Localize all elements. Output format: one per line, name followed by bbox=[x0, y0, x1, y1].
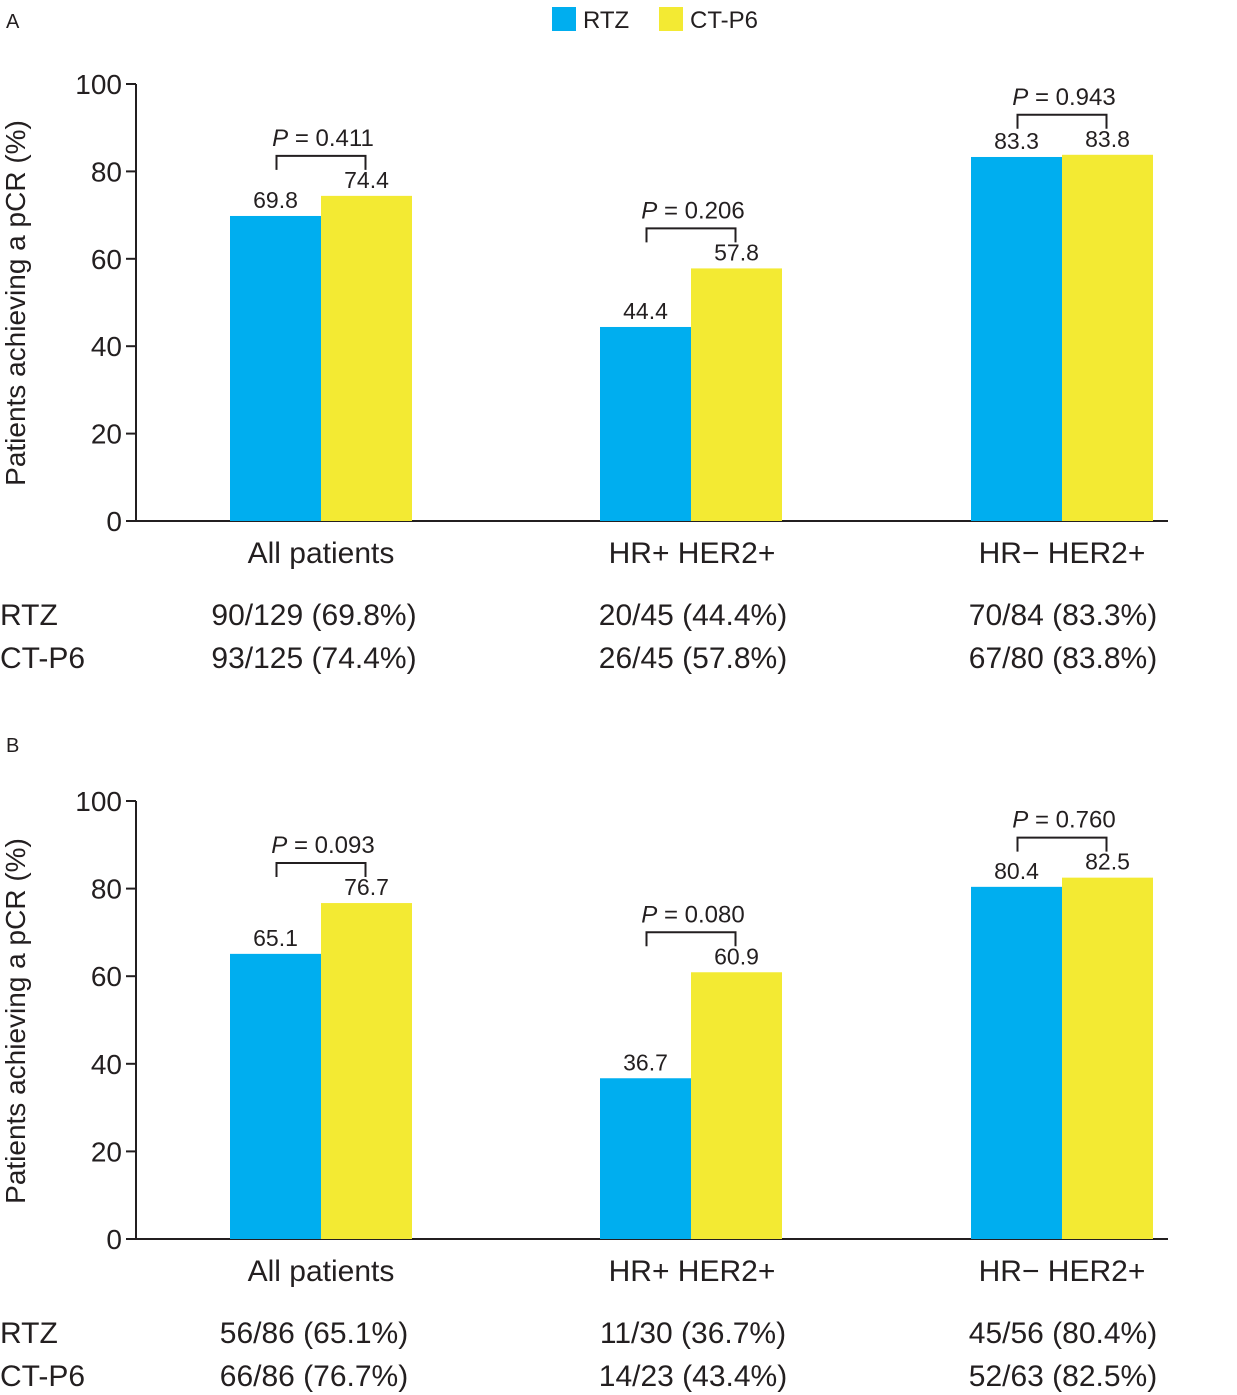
bar-rtz-hrpos-b bbox=[600, 1078, 691, 1239]
y-tick-label-b-0: 0 bbox=[106, 1224, 122, 1255]
y-tick-label-b-60: 60 bbox=[91, 961, 122, 992]
count-ctp6-hrpos-a: 26/45 (57.8%) bbox=[599, 642, 787, 675]
y-axis-label-a: Patients achieving a pCR (%) bbox=[0, 120, 31, 486]
p-value-all-b: P = 0.093 bbox=[271, 832, 374, 859]
count-ctp6-all-b: 66/86 (76.7%) bbox=[220, 1360, 408, 1393]
data-label-rtz-hrpos-a: 44.4 bbox=[623, 298, 668, 324]
chart-a: 0 20 40 60 80 100 69.8 74.4 P = 0.411 All patient… bbox=[75, 69, 1168, 570]
p-value-text-hrpos-a: = 0.206 bbox=[657, 197, 744, 224]
p-value-symbol-hrpos-a: P bbox=[641, 197, 657, 224]
count-rtz-hrneg-a: 70/84 (83.3%) bbox=[969, 599, 1157, 632]
data-label-rtz-all-b: 65.1 bbox=[253, 925, 298, 951]
p-value-symbol-all-b: P bbox=[271, 832, 287, 859]
data-label-rtz-hrneg-a: 83.3 bbox=[994, 128, 1039, 154]
data-label-ctp6-hrneg-b: 82.5 bbox=[1085, 849, 1130, 875]
table-row-label-ctp6-b: CT-P6 bbox=[0, 1360, 85, 1393]
bar-ctp6-hrpos-a bbox=[691, 268, 782, 521]
p-bracket-hrpos-a bbox=[645, 227, 737, 243]
p-bracket-hrneg-a bbox=[1016, 113, 1108, 129]
category-label-hrpos-a: HR+ HER2+ bbox=[609, 537, 776, 570]
count-rtz-all-b: 56/86 (65.1%) bbox=[220, 1317, 408, 1350]
y-tick-label-a-60: 60 bbox=[91, 244, 122, 275]
data-label-ctp6-hrpos-a: 57.8 bbox=[714, 239, 759, 265]
p-value-symbol-hrneg-b: P bbox=[1012, 807, 1028, 834]
table-row-label-ctp6-a: CT-P6 bbox=[0, 642, 85, 675]
p-value-symbol-hrneg-a: P bbox=[1012, 84, 1028, 111]
legend-label-rtz: RTZ bbox=[583, 7, 629, 34]
y-tick-label-b-40: 40 bbox=[91, 1049, 122, 1080]
y-tick-label-a-100: 100 bbox=[75, 69, 122, 100]
p-value-text-hrneg-b: = 0.760 bbox=[1028, 807, 1115, 834]
p-value-hrneg-a: P = 0.943 bbox=[1012, 84, 1115, 111]
category-label-hrneg-b: HR− HER2+ bbox=[979, 1255, 1146, 1288]
bar-ctp6-all-a bbox=[321, 195, 412, 521]
y-tick-label-a-0: 0 bbox=[106, 506, 122, 537]
p-bracket-hrneg-b bbox=[1016, 836, 1108, 852]
p-value-all-a: P = 0.411 bbox=[272, 125, 374, 152]
category-label-hrneg-a: HR− HER2+ bbox=[979, 537, 1146, 570]
count-ctp6-hrneg-a: 67/80 (83.8%) bbox=[969, 642, 1157, 675]
table-row-label-rtz-b: RTZ bbox=[0, 1317, 58, 1350]
p-value-hrpos-a: P = 0.206 bbox=[641, 197, 744, 224]
y-tick-label-b-80: 80 bbox=[91, 874, 122, 905]
y-axis-label-b: Patients achieving a pCR (%) bbox=[0, 838, 31, 1204]
p-value-text-hrpos-b: = 0.080 bbox=[657, 901, 744, 928]
p-value-symbol-all-a: P bbox=[272, 125, 288, 152]
count-rtz-hrneg-b: 45/56 (80.4%) bbox=[969, 1317, 1157, 1350]
bar-rtz-hrpos-a bbox=[600, 326, 691, 521]
y-tick-label-a-40: 40 bbox=[91, 331, 122, 362]
category-label-all-b: All patients bbox=[248, 1255, 395, 1288]
data-label-ctp6-all-a: 74.4 bbox=[344, 167, 389, 193]
bar-ctp6-hrneg-a bbox=[1062, 154, 1153, 521]
data-label-ctp6-hrpos-b: 60.9 bbox=[714, 943, 759, 969]
bar-rtz-all-a bbox=[230, 215, 321, 521]
p-bracket-hrpos-b bbox=[645, 931, 737, 947]
data-label-rtz-hrpos-b: 36.7 bbox=[623, 1049, 668, 1075]
bar-ctp6-all-b bbox=[321, 903, 412, 1239]
count-rtz-hrpos-b: 11/30 (36.7%) bbox=[600, 1317, 786, 1350]
count-ctp6-hrpos-b: 14/23 (43.4%) bbox=[599, 1360, 787, 1393]
count-ctp6-all-a: 93/125 (74.4%) bbox=[211, 642, 416, 675]
y-tick-label-b-100: 100 bbox=[75, 786, 122, 817]
p-value-symbol-hrpos-b: P bbox=[641, 901, 657, 928]
p-value-text-hrneg-a: = 0.943 bbox=[1028, 84, 1115, 111]
data-label-rtz-hrneg-b: 80.4 bbox=[994, 858, 1039, 884]
count-rtz-hrpos-a: 20/45 (44.4%) bbox=[599, 599, 787, 632]
p-value-hrneg-b: P = 0.760 bbox=[1012, 807, 1115, 834]
data-label-ctp6-all-b: 76.7 bbox=[344, 874, 389, 900]
legend-label-ctp6: CT-P6 bbox=[690, 7, 758, 34]
p-bracket-all-a bbox=[275, 154, 367, 170]
p-value-text-all-a: = 0.411 bbox=[288, 125, 374, 152]
p-value-text-all-b: = 0.093 bbox=[287, 832, 374, 859]
y-tick-label-a-80: 80 bbox=[91, 156, 122, 187]
panel-b: B Patients achieving a pCR (%) 0 20 40 60 80… bbox=[0, 735, 1168, 1393]
p-value-hrpos-b: P = 0.080 bbox=[641, 901, 744, 928]
panel-label-b: B bbox=[6, 735, 19, 757]
bar-ctp6-hrpos-b bbox=[691, 972, 782, 1239]
bar-rtz-hrneg-a bbox=[971, 156, 1062, 521]
bar-ctp6-hrneg-b bbox=[1062, 877, 1153, 1239]
table-row-label-rtz-a: RTZ bbox=[0, 599, 58, 632]
panel-a: A Patients achieving a pCR (%) 0 20 40 60 80… bbox=[0, 11, 1168, 675]
data-label-rtz-all-a: 69.8 bbox=[253, 187, 298, 213]
legend-swatch-rtz bbox=[552, 7, 576, 31]
p-bracket-all-b bbox=[275, 862, 367, 878]
chart-b: 0 20 40 60 80 100 65.1 76.7 P = 0.093 All patient… bbox=[75, 786, 1168, 1288]
y-tick-label-b-20: 20 bbox=[91, 1136, 122, 1167]
count-rtz-all-a: 90/129 (69.8%) bbox=[211, 599, 416, 632]
legend: RTZ CT-P6 bbox=[552, 7, 758, 34]
bar-rtz-hrneg-b bbox=[971, 886, 1062, 1239]
y-tick-label-a-20: 20 bbox=[91, 419, 122, 450]
panel-label-a: A bbox=[6, 11, 20, 33]
data-label-ctp6-hrneg-a: 83.8 bbox=[1085, 126, 1130, 152]
bar-rtz-all-b bbox=[230, 953, 321, 1239]
category-label-hrpos-b: HR+ HER2+ bbox=[609, 1255, 776, 1288]
legend-swatch-ctp6 bbox=[659, 7, 683, 31]
category-label-all-a: All patients bbox=[248, 537, 395, 570]
count-ctp6-hrneg-b: 52/63 (82.5%) bbox=[969, 1360, 1157, 1393]
